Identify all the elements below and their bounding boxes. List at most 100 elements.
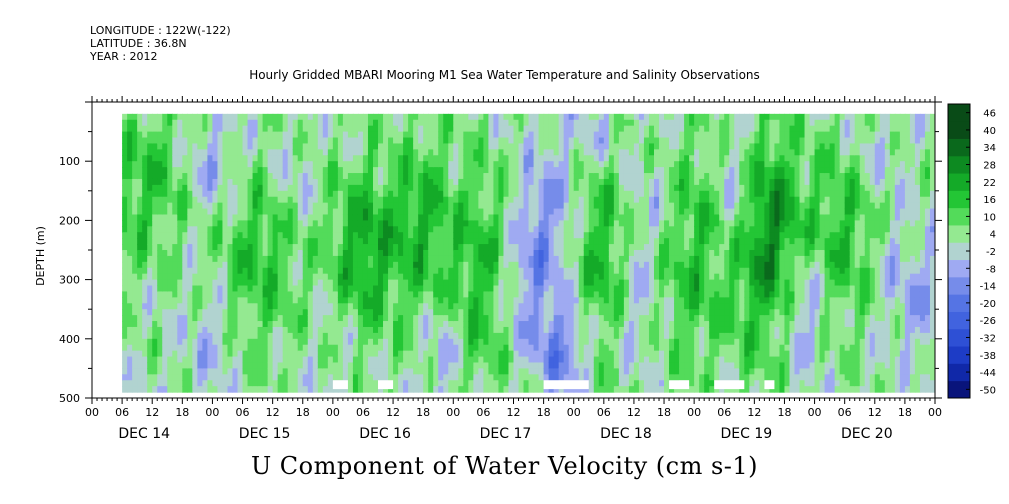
heatmap-cell bbox=[378, 303, 384, 310]
heatmap-cell bbox=[453, 321, 459, 328]
heatmap-cell bbox=[548, 131, 555, 139]
heatmap-cell bbox=[618, 303, 625, 310]
heatmap-cell bbox=[373, 267, 379, 275]
heatmap-cell bbox=[202, 356, 209, 364]
heatmap-cell bbox=[347, 309, 354, 316]
heatmap-cell bbox=[468, 356, 474, 364]
heatmap-cell bbox=[393, 350, 399, 358]
heatmap-cell bbox=[342, 356, 349, 364]
heatmap-cell bbox=[488, 113, 495, 121]
heatmap-cell bbox=[252, 119, 259, 127]
heatmap-cell bbox=[157, 155, 163, 162]
heatmap-cell bbox=[202, 315, 209, 322]
heatmap-cell bbox=[608, 303, 615, 310]
heatmap-cell bbox=[403, 380, 409, 387]
heatmap-cell bbox=[433, 315, 439, 322]
heatmap-cell bbox=[292, 338, 299, 346]
heatmap-cell bbox=[162, 255, 168, 263]
heatmap-cell bbox=[157, 368, 163, 375]
heatmap-cell bbox=[588, 338, 595, 346]
heatmap-cell bbox=[237, 190, 244, 198]
heatmap-cell bbox=[433, 374, 439, 381]
heatmap-cell bbox=[618, 386, 625, 393]
heatmap-cell bbox=[578, 208, 585, 216]
heatmap-cell bbox=[638, 119, 645, 127]
heatmap-cell bbox=[212, 161, 219, 168]
heatmap-cell bbox=[473, 255, 479, 263]
heatmap-cell bbox=[317, 380, 324, 387]
heatmap-cell bbox=[443, 315, 449, 322]
heatmap-cell bbox=[623, 113, 630, 121]
heatmap-cell bbox=[162, 155, 168, 162]
heatmap-cell bbox=[568, 350, 575, 358]
heatmap-cell bbox=[197, 368, 203, 375]
heatmap-cell bbox=[182, 155, 188, 162]
heatmap-cell bbox=[262, 273, 269, 281]
heatmap-cell bbox=[172, 220, 178, 227]
heatmap-cell bbox=[137, 279, 143, 287]
heatmap-cell bbox=[227, 202, 234, 210]
heatmap-cell bbox=[638, 190, 645, 198]
heatmap-cell bbox=[423, 279, 429, 287]
heatmap-cell bbox=[177, 220, 183, 227]
heatmap-cell bbox=[322, 261, 329, 269]
heatmap-cell bbox=[373, 155, 379, 162]
heatmap-cell bbox=[388, 285, 394, 293]
heatmap-cell bbox=[132, 113, 138, 121]
heatmap-cell bbox=[262, 232, 269, 239]
heatmap-cell bbox=[177, 332, 183, 340]
heatmap-cell bbox=[433, 303, 439, 310]
heatmap-cell bbox=[558, 267, 565, 275]
heatmap-cell bbox=[157, 338, 163, 346]
heatmap-cell bbox=[443, 202, 449, 210]
heatmap-cell bbox=[378, 161, 384, 168]
heatmap-cell bbox=[373, 338, 379, 346]
heatmap-cell bbox=[498, 273, 505, 281]
heatmap-cell bbox=[212, 362, 219, 369]
heatmap-cell bbox=[292, 273, 299, 281]
heatmap-cell bbox=[468, 226, 474, 233]
heatmap-cell bbox=[242, 273, 249, 281]
heatmap-cell bbox=[638, 285, 645, 293]
heatmap-cell bbox=[262, 131, 269, 139]
heatmap-cell bbox=[393, 190, 399, 198]
heatmap-cell bbox=[613, 326, 620, 334]
heatmap-cell bbox=[152, 368, 158, 375]
heatmap-cell bbox=[483, 368, 490, 375]
heatmap-cell bbox=[418, 250, 424, 257]
heatmap-cell bbox=[393, 161, 399, 168]
heatmap-cell bbox=[257, 386, 264, 393]
heatmap-cell bbox=[588, 261, 595, 269]
heatmap-cell bbox=[378, 131, 384, 139]
heatmap-cell bbox=[628, 338, 635, 346]
heatmap-cell bbox=[378, 137, 384, 145]
heatmap-cell bbox=[583, 386, 590, 393]
heatmap-cell bbox=[443, 285, 449, 293]
heatmap-cell bbox=[463, 380, 469, 387]
heatmap-cell bbox=[413, 143, 419, 150]
heatmap-cell bbox=[593, 149, 600, 156]
heatmap-cell bbox=[277, 261, 284, 269]
heatmap-cell bbox=[558, 386, 565, 393]
heatmap-cell bbox=[393, 374, 399, 381]
heatmap-cell bbox=[142, 255, 148, 263]
heatmap-cell bbox=[267, 238, 274, 245]
heatmap-cell bbox=[613, 291, 620, 298]
heatmap-cell bbox=[378, 220, 384, 227]
heatmap-cell bbox=[623, 155, 630, 162]
heatmap-cell bbox=[267, 137, 274, 145]
heatmap-cell bbox=[352, 338, 359, 346]
heatmap-cell bbox=[583, 238, 590, 245]
heatmap-cell bbox=[528, 137, 535, 145]
heatmap-cell bbox=[147, 214, 153, 221]
heatmap-cell bbox=[352, 196, 359, 204]
heatmap-cell bbox=[518, 125, 525, 133]
heatmap-cell bbox=[252, 273, 259, 281]
heatmap-cell bbox=[603, 321, 610, 328]
heatmap-cell bbox=[212, 380, 219, 387]
heatmap-cell bbox=[473, 362, 479, 369]
heatmap-cell bbox=[252, 279, 259, 287]
heatmap-cell bbox=[398, 143, 404, 150]
heatmap-cell bbox=[347, 356, 354, 364]
heatmap-cell bbox=[543, 220, 550, 227]
